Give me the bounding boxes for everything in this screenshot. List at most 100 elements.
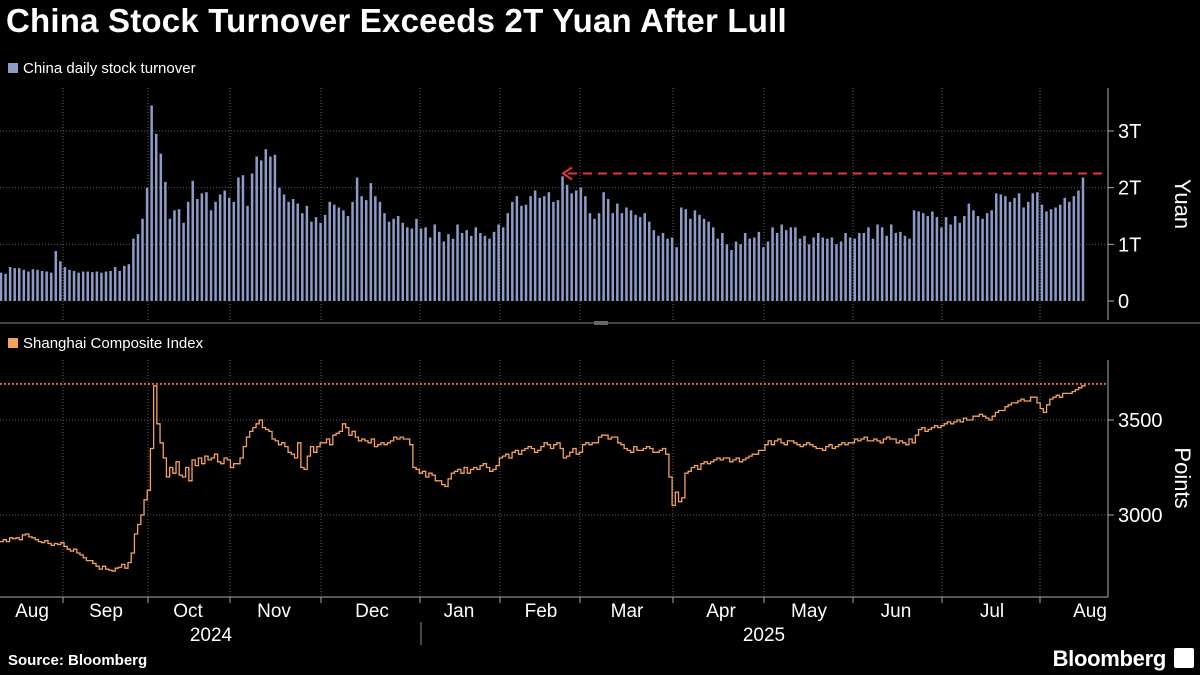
turnover-bar [588,213,592,301]
x-tick-label: Jun [881,601,912,622]
turnover-bar [711,227,715,301]
turnover-bar [995,193,998,301]
turnover-bar [693,210,697,301]
turnover-bar [168,218,172,301]
turnover-bar [342,210,345,301]
turnover-bar [848,237,852,301]
turnover-bar [1081,177,1085,301]
turnover-bar [652,230,656,301]
turnover-bar [150,105,153,301]
turnover-bar [22,269,26,301]
turnover-bar [296,203,300,301]
shanghai-composite-line [0,383,1086,572]
turnover-bar [81,271,85,301]
reference-arrow-icon [561,166,573,181]
turnover-bar [191,180,194,301]
turnover-bar [406,227,409,301]
turnover-bar [333,204,336,301]
turnover-bar [424,227,427,301]
turnover-bar [880,227,884,301]
turnover-bar [890,224,893,301]
turnover-bar [670,237,674,301]
turnover-bar [442,241,446,301]
turnover-bar [602,192,605,301]
turnover-bar [346,216,350,301]
turnover-bar [634,214,637,301]
turnover-bar [433,224,436,301]
turnover-bar [931,211,934,301]
turnover-bar [780,224,783,301]
x-tick-label: Mar [611,601,644,622]
turnover-bar [556,200,560,301]
turnover-bar [323,214,327,301]
turnover-bar [1036,192,1039,301]
turnover-bar [483,235,487,301]
turnover-bar [574,190,578,301]
turnover-bar [1072,196,1076,301]
turnover-bar [77,272,80,301]
turnover-bar [1063,197,1066,301]
turnover-bar [36,269,39,301]
turnover-bar [95,271,99,301]
turnover-bar [707,221,710,301]
x-year-label: 2025 [743,625,785,646]
turnover-bar [364,200,368,301]
turnover-bar [428,237,432,301]
turnover-bar [8,267,12,301]
turnover-bar [963,216,966,301]
turnover-bar [31,269,35,301]
turnover-bar [86,271,89,301]
turnover-bar [328,201,331,301]
turnover-bar [337,207,341,301]
turnover-bar [972,210,975,301]
turnover-bar [104,271,108,301]
turnover-bar [177,209,181,301]
x-tick-label: May [791,601,827,622]
turnover-bar [643,213,646,301]
turnover-bar [679,207,683,301]
turnover-bar [113,267,117,301]
turnover-bar [570,193,573,301]
turnover-bar [145,187,149,301]
turnover-bar [867,227,870,301]
turnover-bar [999,194,1003,301]
turnover-bar [40,270,44,301]
turnover-bar [465,230,468,301]
x-year-label: 2024 [190,625,233,646]
x-tick-label: Apr [706,601,736,622]
turnover-bar [123,265,126,301]
turnover-bar [743,233,747,301]
turnover-bar [164,182,167,301]
turnover-bar [141,218,144,301]
turnover-bar [967,203,971,301]
turnover-bar [232,201,236,301]
panel-divider-grip [594,321,608,325]
turnover-bar [798,238,802,301]
turnover-bar [360,196,363,301]
turnover-bar [730,250,733,301]
turnover-bar [310,221,313,301]
turnover-bar [396,216,400,301]
y-tick-label: 0 [1118,291,1129,313]
x-tick-label: Aug [15,601,49,622]
turnover-bar [369,183,373,301]
turnover-bar [355,177,359,301]
turnover-bar [725,244,729,301]
turnover-bar [132,238,135,301]
turnover-bar [205,192,208,301]
turnover-bar [903,235,907,301]
turnover-bar [282,194,286,301]
turnover-bar [1054,207,1057,301]
turnover-bar [255,156,258,301]
turnover-bar [597,213,601,301]
turnover-bar [1004,196,1007,301]
turnover-bar [871,238,875,301]
turnover-bar [154,133,158,301]
y-axis-title: Yuan [1170,179,1195,229]
turnover-bar [250,173,254,301]
turnover-bar [511,201,514,301]
turnover-bar [638,217,642,301]
turnover-bar [173,210,176,301]
turnover-bar [438,231,441,301]
